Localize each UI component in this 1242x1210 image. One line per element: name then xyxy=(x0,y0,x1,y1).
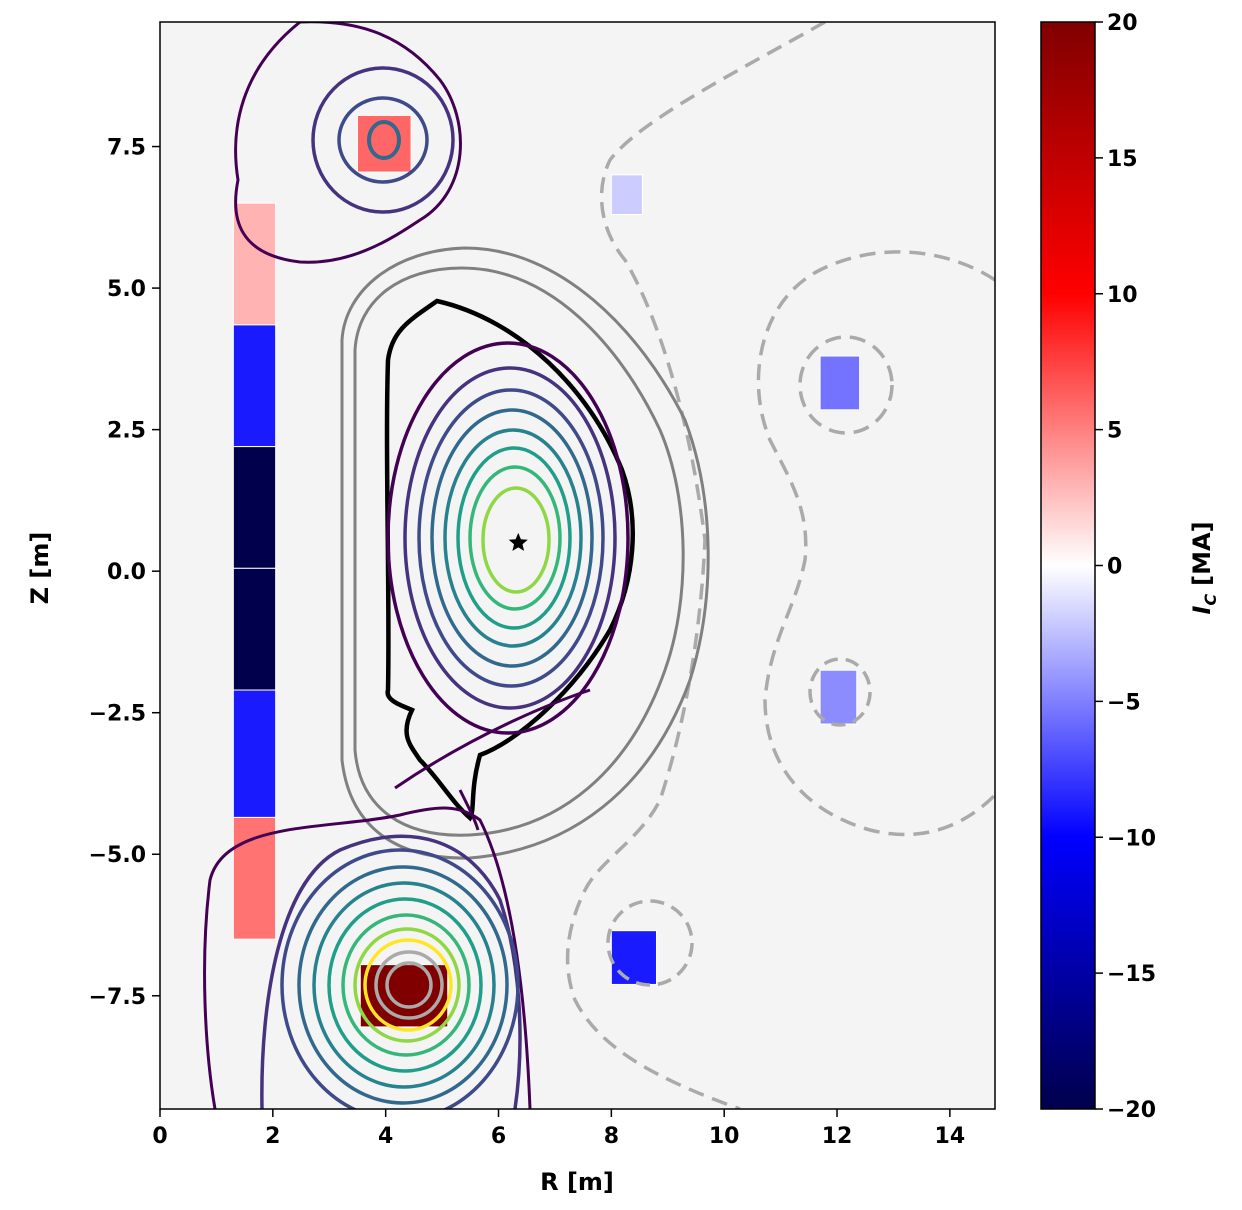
dashed-flux-line xyxy=(808,657,872,727)
y-tick-label: 2.5 xyxy=(107,419,146,444)
coil-2 xyxy=(232,324,277,448)
x-tick-label: 14 xyxy=(935,1124,966,1149)
core-flux-surface xyxy=(417,388,605,688)
lower-flux-loop xyxy=(327,897,483,1073)
coil-10 xyxy=(819,669,858,725)
upper-flux-loop xyxy=(337,96,429,184)
colorbar-tick-label: 0 xyxy=(1107,555,1122,580)
lower-flux-loop xyxy=(363,938,453,1032)
magnetic-axis-marker xyxy=(508,532,528,551)
colorbar xyxy=(1040,21,1096,1110)
flux-surface-grey xyxy=(353,266,685,837)
colorbar-tick-label: −20 xyxy=(1107,1098,1156,1123)
separatrix-leg xyxy=(394,688,591,790)
y-tick-label: −7.5 xyxy=(89,985,146,1010)
lower-flux-loop xyxy=(341,913,471,1057)
contour-lines xyxy=(203,22,995,1109)
lower-flux-loop xyxy=(297,865,509,1105)
coil-3 xyxy=(232,446,277,569)
x-tick-label: 0 xyxy=(152,1124,167,1149)
dashed-flux-line xyxy=(756,250,995,837)
plot-frame xyxy=(159,21,996,1110)
x-tick-label: 2 xyxy=(265,1124,280,1149)
coil-layer xyxy=(232,114,861,1028)
coil-7 xyxy=(356,114,412,173)
colorbar-ticks: −20 −15 −10 −5 0 5 10 15 20 xyxy=(1095,11,1156,1123)
lower-flux-loop xyxy=(353,927,461,1043)
x-axis-label: R [m] xyxy=(540,1168,614,1196)
core-flux-surface xyxy=(430,408,594,668)
x-axis-ticks: 0 2 4 6 8 10 12 14 xyxy=(152,1109,965,1149)
coil-5 xyxy=(232,689,277,818)
x-tick-label: 8 xyxy=(604,1124,619,1149)
core-flux-surface xyxy=(456,446,572,630)
x-tick-label: 6 xyxy=(491,1124,506,1149)
y-tick-label: 0.0 xyxy=(107,560,146,585)
colorbar-label-sub: C xyxy=(1201,594,1220,606)
colorbar-label: IC [MA] xyxy=(1188,521,1220,614)
upper-flux-loop xyxy=(311,66,455,214)
core-flux-surface xyxy=(481,486,551,594)
coil-11 xyxy=(610,930,657,985)
x-tick-label: 4 xyxy=(378,1124,393,1149)
dashed-flux-line xyxy=(798,335,894,435)
flux-surface-grey xyxy=(340,246,710,860)
dashed-flux-line xyxy=(606,899,694,987)
colorbar-tick-label: 20 xyxy=(1107,11,1138,36)
y-tick-label: 7.5 xyxy=(107,136,146,161)
lower-flux-loop xyxy=(203,806,532,1109)
y-tick-label: 5.0 xyxy=(107,277,146,302)
y-axis-ticks: −7.5 −5.0 −2.5 0.0 2.5 5.0 7.5 xyxy=(89,136,160,1010)
colorbar-tick-label: 5 xyxy=(1107,419,1122,444)
core-flux-surface xyxy=(386,341,630,735)
x-tick-label: 10 xyxy=(709,1124,740,1149)
core-flux-surface xyxy=(403,366,617,710)
lower-flux-loop xyxy=(374,950,444,1020)
colorbar-label-unit: [MA] xyxy=(1188,521,1216,585)
colorbar-tick-label: −10 xyxy=(1107,826,1156,851)
core-flux-surface xyxy=(443,428,583,648)
upper-flux-loop xyxy=(367,120,401,160)
y-tick-label: −2.5 xyxy=(89,702,146,727)
core-flux-surface xyxy=(468,465,562,611)
dashed-flux-line xyxy=(565,22,826,1109)
upper-flux-loop xyxy=(234,22,462,264)
y-tick-label: −5.0 xyxy=(89,843,146,868)
magnetic-axis-star xyxy=(508,532,528,551)
lower-flux-loop xyxy=(385,961,433,1009)
coil-6 xyxy=(232,816,277,940)
colorbar-tick-label: 10 xyxy=(1107,283,1138,308)
y-axis-label: Z [m] xyxy=(26,532,54,605)
lower-flux-loop xyxy=(312,881,496,1089)
coil-9 xyxy=(819,355,861,411)
plasma-boundary xyxy=(384,298,635,822)
colorbar-tick-label: 15 xyxy=(1107,147,1138,172)
coil-4 xyxy=(232,567,277,691)
colorbar-tick-label: −15 xyxy=(1107,962,1156,987)
x-tick-label: 12 xyxy=(822,1124,853,1149)
lower-flux-loop xyxy=(280,848,520,1109)
coil-8 xyxy=(610,174,643,215)
colorbar-tick-label: −5 xyxy=(1107,690,1141,715)
colorbar-label-main: I xyxy=(1188,606,1216,615)
